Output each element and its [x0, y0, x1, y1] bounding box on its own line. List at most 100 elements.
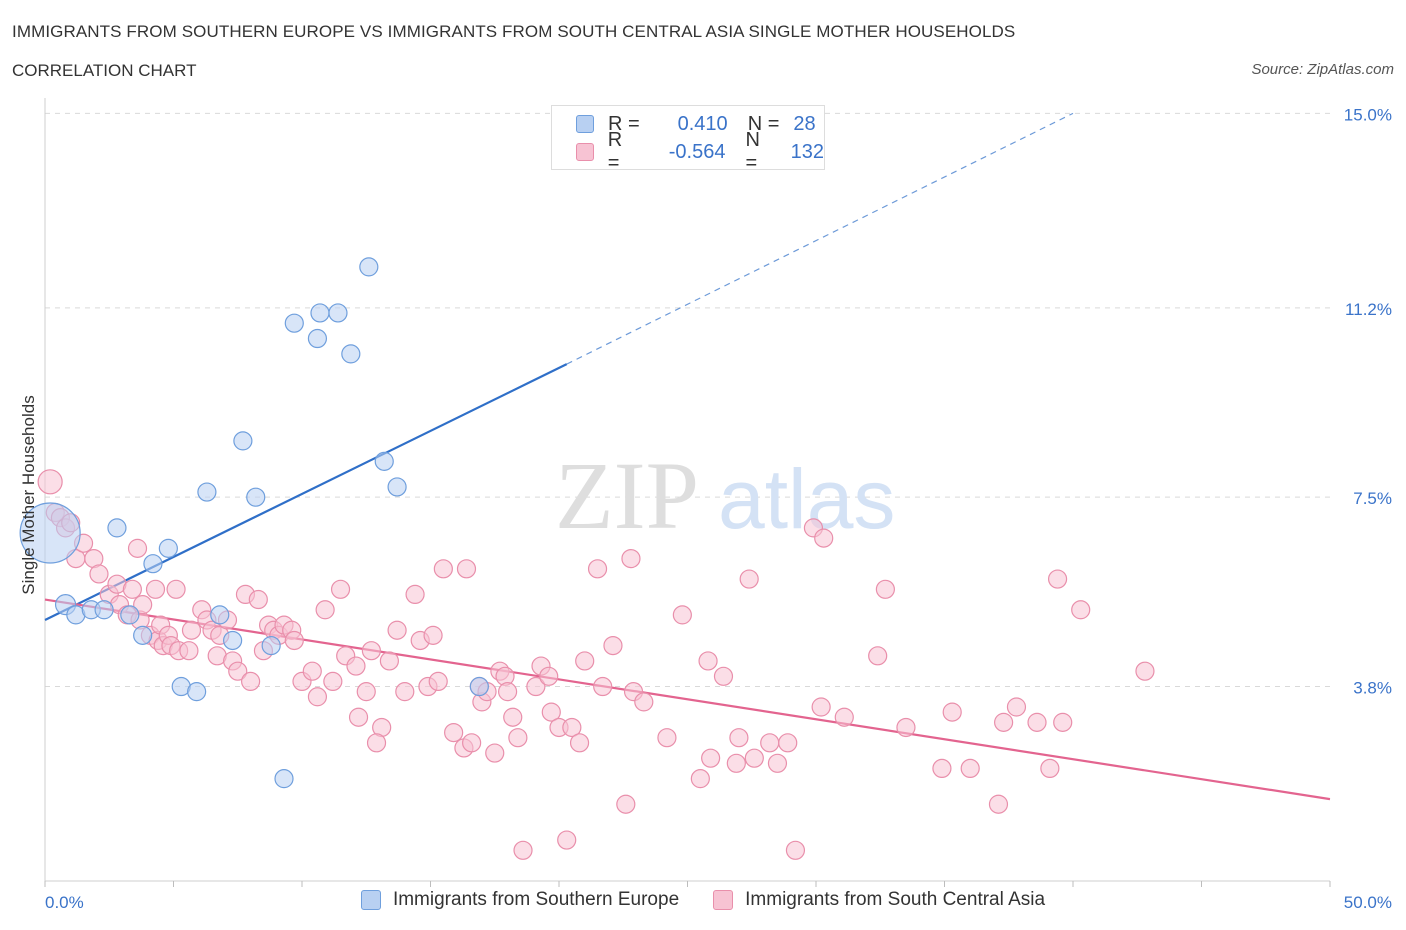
point-south-central-asia	[307, 687, 328, 707]
point-south-central-asia	[896, 717, 916, 738]
point-south-central-asia	[37, 469, 63, 495]
point-southern-europe	[94, 600, 114, 620]
point-southern-europe	[158, 538, 178, 558]
point-south-central-asia	[698, 651, 718, 671]
point-south-central-asia	[179, 641, 199, 661]
point-south-central-asia	[323, 671, 343, 692]
point-south-central-asia	[690, 769, 710, 789]
point-south-central-asia	[248, 589, 268, 610]
point-south-central-asia	[562, 717, 582, 738]
point-south-central-asia	[1053, 712, 1073, 732]
point-south-central-asia	[729, 728, 749, 748]
point-south-central-asia	[868, 646, 888, 666]
point-south-central-asia	[166, 579, 186, 599]
legend-n-label: N =	[747, 112, 780, 135]
point-southern-europe	[133, 625, 153, 645]
point-south-central-asia	[988, 794, 1009, 814]
legend-item-south-central-asia: Immigrants from South Central Asia	[713, 889, 1045, 911]
point-southern-europe	[274, 769, 294, 789]
point-south-central-asia	[456, 559, 477, 579]
legend-swatch-pink	[576, 143, 594, 161]
point-south-central-asia	[994, 712, 1014, 732]
point-south-central-asia	[127, 538, 148, 558]
point-south-central-asia	[423, 625, 443, 645]
legend-swatch-pink	[713, 890, 734, 910]
legend-row-south-central-asia: R = -0.564 N = 132	[576, 129, 824, 174]
series-legend: Immigrants from Southern Europe Immigran…	[0, 889, 1406, 911]
point-south-central-asia	[302, 661, 322, 681]
point-south-central-asia	[361, 641, 381, 661]
gridlines	[45, 112, 1330, 688]
stats-legend: R = 0.410 N = 28 R = -0.564 N = 132	[551, 105, 825, 174]
point-south-central-asia	[726, 753, 746, 773]
point-south-central-asia	[508, 728, 528, 748]
point-southern-europe	[310, 303, 330, 323]
tick-labels: 3.8% 7.5% 11.2% 15.0% 0.0% 50.0%	[45, 105, 1392, 912]
chart-title: IMMIGRANTS FROM SOUTHERN EUROPE VS IMMIG…	[12, 22, 1016, 41]
point-south-central-asia	[356, 682, 376, 702]
legend-swatch-blue	[576, 115, 594, 133]
point-south-central-asia	[1135, 661, 1155, 681]
x-tick-label-min: 0.0%	[45, 893, 84, 912]
point-south-central-asia	[89, 564, 109, 584]
point-south-central-asia	[767, 753, 788, 773]
legend-item-southern-europe: Immigrants from Southern Europe	[360, 889, 680, 911]
point-south-central-asia	[284, 630, 304, 651]
point-south-central-asia	[315, 600, 335, 620]
trend-lines	[44, 112, 1331, 801]
point-south-central-asia	[672, 605, 692, 625]
point-southern-europe	[307, 328, 328, 349]
point-southern-europe	[341, 344, 361, 364]
point-south-central-asia	[330, 579, 351, 599]
point-southern-europe	[387, 477, 407, 497]
point-south-central-asia	[603, 635, 623, 656]
point-southern-europe	[143, 554, 163, 574]
point-south-central-asia	[526, 676, 546, 697]
point-south-central-asia	[145, 579, 166, 599]
point-south-central-asia	[593, 676, 613, 697]
point-south-central-asia	[587, 559, 608, 579]
point-south-central-asia	[1071, 600, 1091, 620]
point-southern-europe	[233, 431, 253, 451]
y-axis-label: Single Mother Households	[19, 395, 38, 594]
point-south-central-asia	[1047, 569, 1068, 589]
x-tick-label-max: 50.0%	[1344, 893, 1392, 912]
point-south-central-asia	[942, 702, 962, 722]
point-south-central-asia	[1027, 712, 1047, 732]
point-south-central-asia	[701, 748, 721, 768]
trend-line-southern-europe	[44, 363, 568, 621]
trend-line-south-central-asia	[44, 598, 1331, 801]
point-south-central-asia	[960, 758, 980, 779]
point-south-central-asia	[133, 595, 153, 615]
point-south-central-asia	[539, 666, 559, 686]
source-label: Source: ZipAtlas.com	[1251, 61, 1394, 78]
point-south-central-asia	[395, 682, 415, 702]
point-south-central-asia	[366, 733, 387, 753]
point-south-central-asia	[811, 697, 831, 717]
point-southern-europe	[469, 676, 489, 697]
legend-label: Immigrants from South Central Asia	[745, 889, 1046, 910]
data-points	[19, 257, 1155, 860]
point-southern-europe	[19, 502, 81, 564]
point-south-central-asia	[616, 794, 636, 814]
point-south-central-asia	[834, 707, 854, 727]
point-south-central-asia	[462, 733, 482, 753]
point-southern-europe	[328, 303, 348, 323]
point-southern-europe	[246, 487, 266, 507]
legend-label: Immigrants from Southern Europe	[392, 889, 680, 910]
point-south-central-asia	[405, 584, 425, 605]
legend-r-label: R =	[608, 112, 640, 135]
point-southern-europe	[359, 257, 379, 277]
point-south-central-asia	[621, 548, 641, 569]
point-south-central-asia	[503, 707, 523, 727]
point-south-central-asia	[1040, 758, 1060, 779]
point-southern-europe	[120, 605, 140, 625]
legend-r-label: R =	[607, 129, 623, 174]
point-south-central-asia	[814, 528, 834, 548]
point-southern-europe	[223, 630, 243, 651]
legend-r-value: 0.410	[677, 112, 728, 135]
chart-subtitle: CORRELATION CHART	[12, 61, 197, 80]
point-south-central-asia	[181, 620, 202, 640]
point-south-central-asia	[498, 682, 518, 702]
